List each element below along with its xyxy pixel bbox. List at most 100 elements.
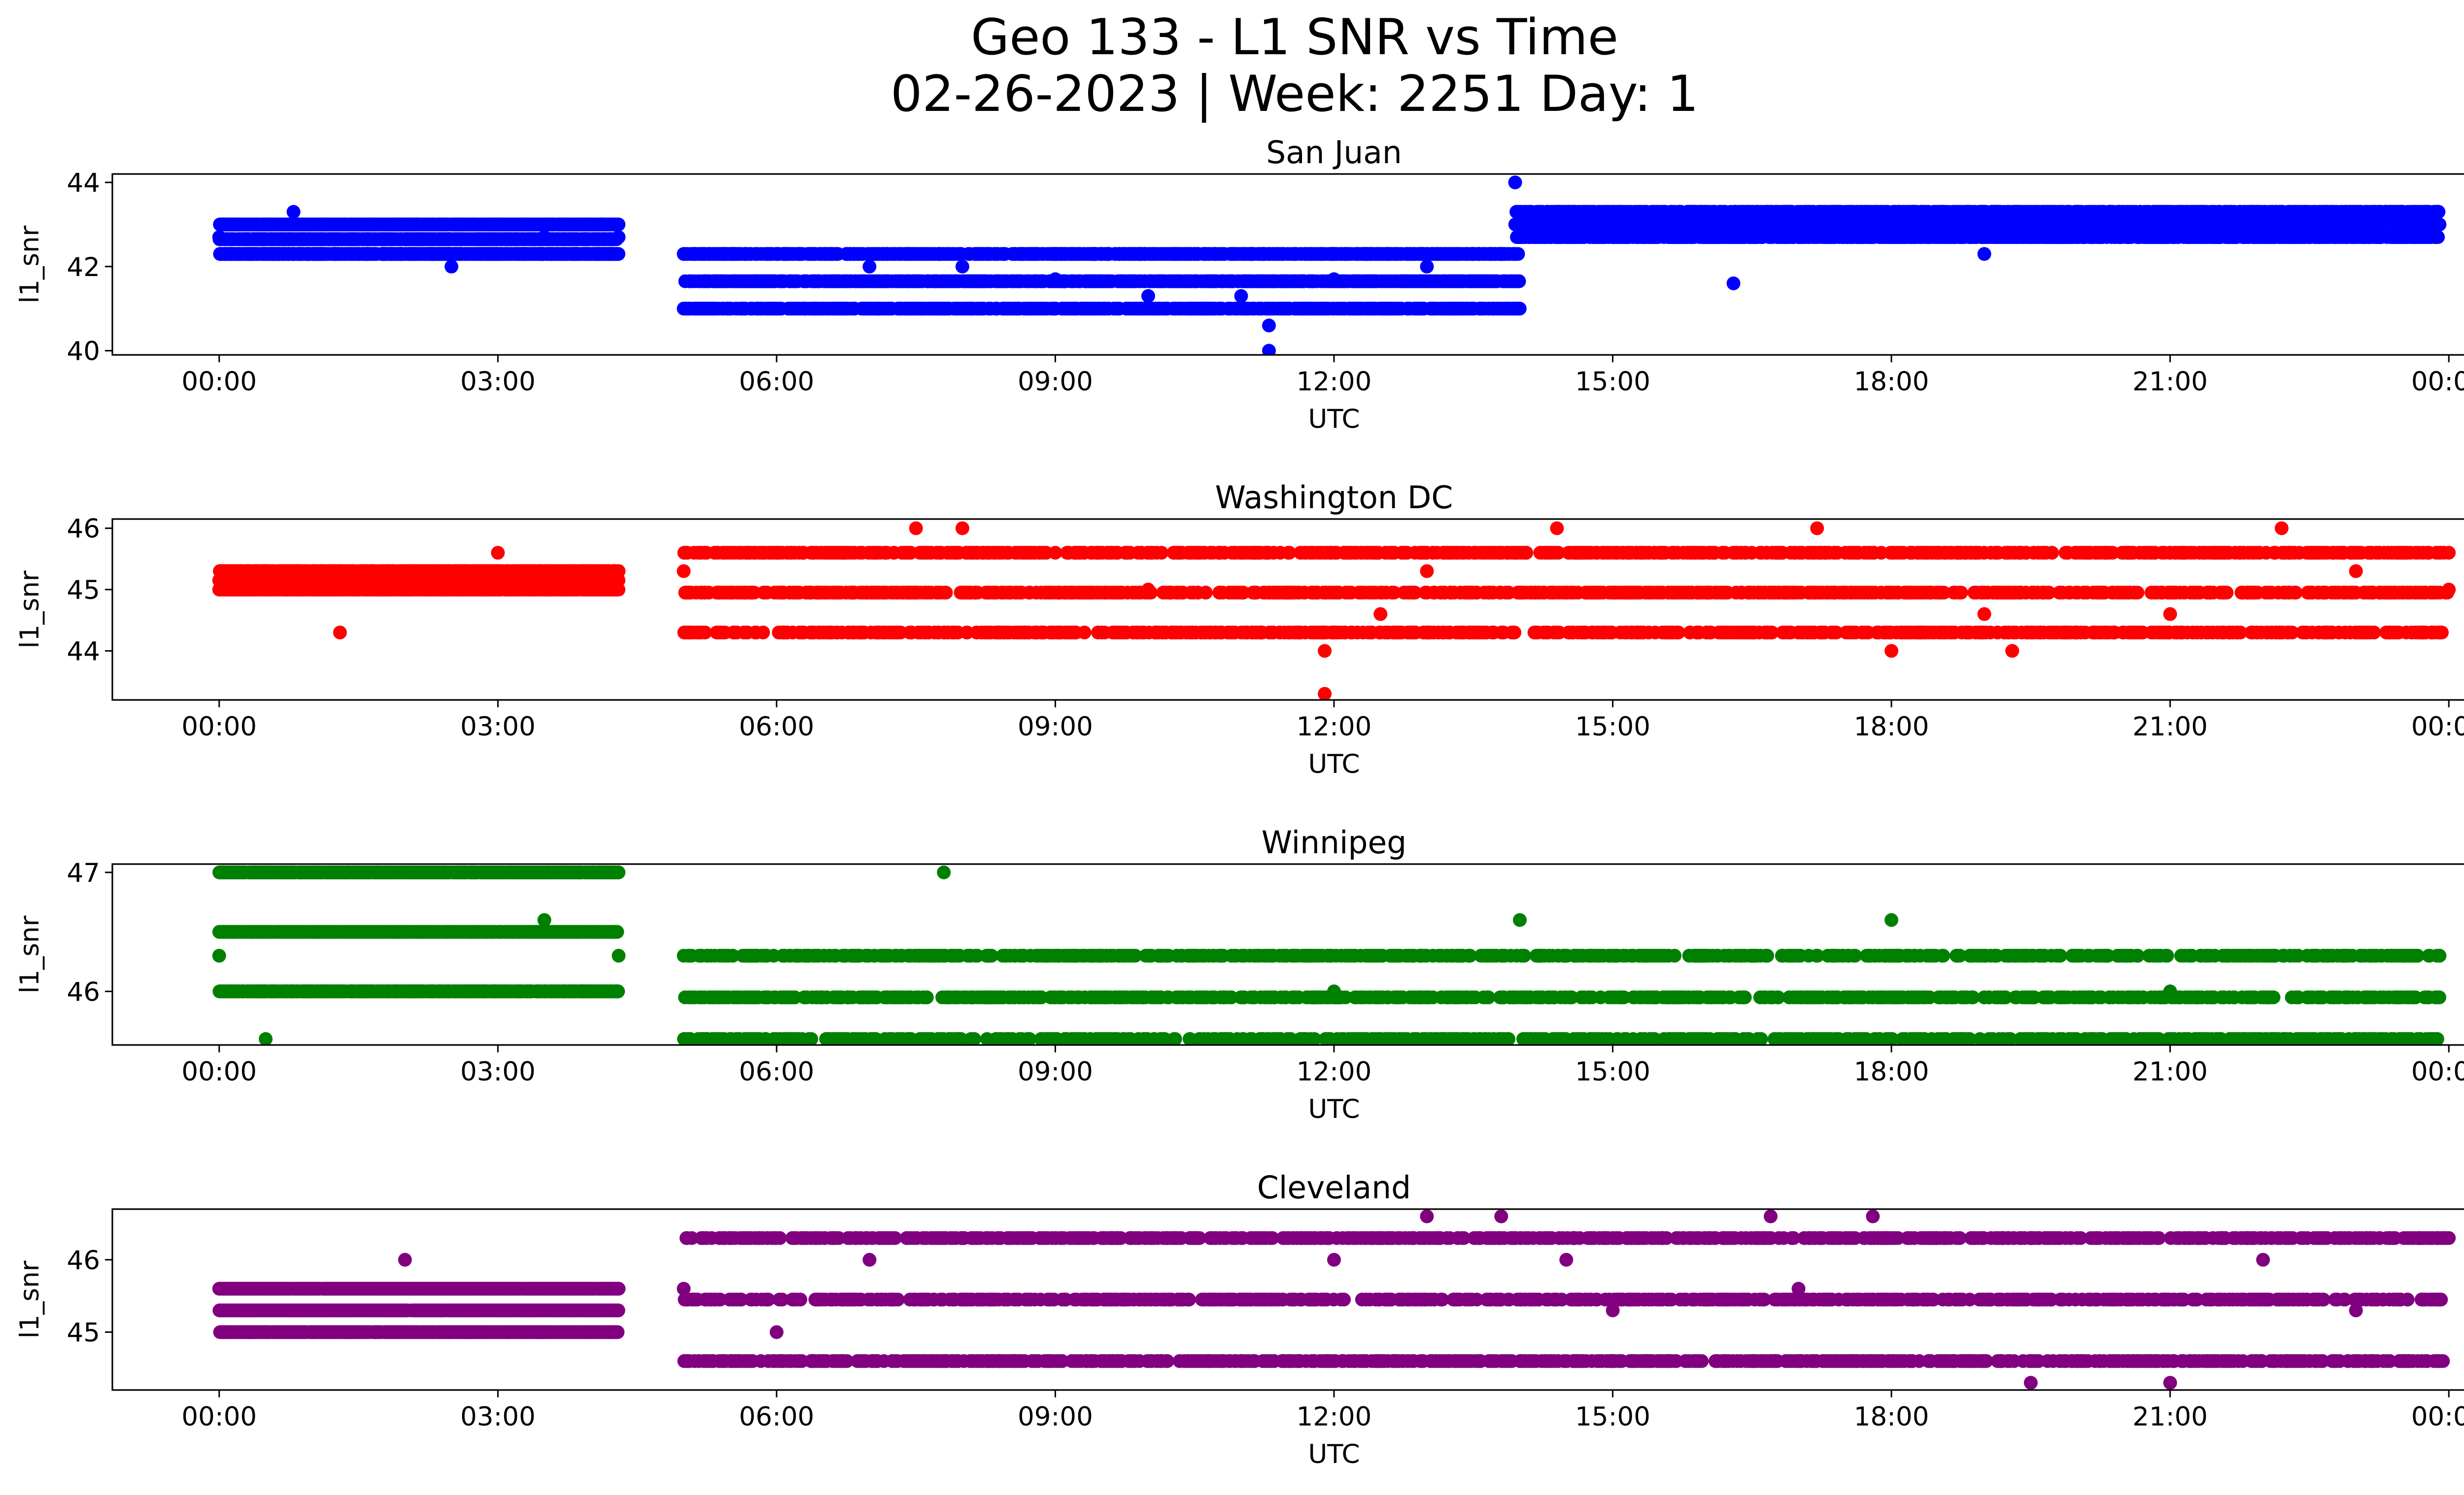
data-point [1262, 318, 1276, 333]
data-point [1092, 302, 1106, 316]
data-point [1726, 276, 1741, 290]
data-point [1156, 274, 1170, 288]
data-point [1004, 274, 1019, 288]
data-point [735, 247, 749, 261]
data-point [914, 247, 928, 261]
data-point [292, 217, 306, 232]
data-point [1391, 302, 1405, 316]
data-point [1148, 302, 1162, 316]
data-point [1365, 302, 1379, 316]
figure-title-line-2: 02-26-2023 | Week: 2251 Day: 1 [890, 65, 1699, 123]
data-point [805, 274, 819, 288]
data-point [287, 247, 302, 261]
data-point [828, 302, 842, 316]
data-point [1244, 247, 1258, 261]
data-point [879, 302, 893, 316]
data-point [817, 274, 831, 288]
data-point [304, 217, 318, 232]
data-point [1077, 302, 1092, 316]
data-point [1125, 274, 1139, 288]
data-point [257, 232, 271, 246]
data-point [1265, 302, 1279, 316]
data-point [1349, 274, 1363, 288]
data-point [1420, 259, 1434, 274]
data-point [1497, 274, 1511, 288]
data-point [749, 274, 762, 288]
data-point [1231, 302, 1245, 316]
data-point [1405, 247, 1420, 261]
data-points [212, 175, 2447, 355]
data-point [485, 232, 500, 246]
data-point [923, 302, 937, 316]
data-point [595, 217, 610, 232]
data-point [722, 302, 736, 316]
data-point [1287, 247, 1301, 261]
data-point [453, 217, 467, 232]
data-point [358, 217, 372, 232]
data-point [849, 274, 863, 288]
data-point [786, 274, 800, 288]
data-point [955, 259, 969, 274]
data-point [350, 232, 364, 246]
data-point [1028, 247, 1043, 261]
data-point [393, 247, 408, 261]
data-point [920, 274, 934, 288]
data-point [1032, 274, 1047, 288]
data-point [1309, 247, 1324, 261]
data-point [847, 302, 861, 316]
data-point [1184, 302, 1198, 316]
data-point [1285, 274, 1300, 288]
data-point [1187, 247, 1201, 261]
data-point [1412, 302, 1426, 316]
data-point [1236, 274, 1251, 288]
data-point [216, 217, 230, 232]
data-point [1112, 247, 1126, 261]
data-point [1368, 247, 1382, 261]
data-point [1141, 289, 1155, 303]
data-point [308, 247, 322, 261]
data-point [982, 247, 996, 261]
data-point [494, 217, 508, 232]
data-point [808, 247, 822, 261]
data-point [569, 247, 583, 261]
data-point [1189, 274, 1203, 288]
data-point [1444, 247, 1459, 261]
data-point [1132, 302, 1146, 316]
data-point [687, 274, 702, 288]
data-point [1138, 247, 1152, 261]
data-point [894, 302, 909, 316]
data-point [866, 274, 881, 288]
figure-title-line-1: Geo 133 - L1 SNR vs Time [971, 8, 1618, 66]
data-point [329, 232, 343, 246]
data-point [422, 247, 436, 261]
data-point [1336, 274, 1350, 288]
data-point [377, 217, 392, 232]
data-point [1464, 274, 1478, 288]
data-point [1172, 247, 1186, 261]
data-point [941, 274, 956, 288]
data-point [957, 302, 971, 316]
data-point [1294, 302, 1308, 316]
data-point [1215, 302, 1229, 316]
data-point [270, 232, 284, 246]
data-point [453, 232, 467, 246]
data-point [1207, 247, 1221, 261]
data-point [774, 302, 788, 316]
data-point [1423, 274, 1437, 288]
data-point [989, 302, 1003, 316]
data-point [506, 217, 520, 232]
data-point [1436, 274, 1450, 288]
data-point [1440, 302, 1454, 316]
data-point [1508, 175, 1522, 190]
data-point [1335, 247, 1349, 261]
data-point [597, 232, 611, 246]
data-point [761, 247, 775, 261]
data-point [336, 217, 350, 232]
data-point [465, 217, 479, 232]
data-point [1486, 302, 1501, 316]
data-point [1280, 302, 1294, 316]
data-point [1008, 302, 1022, 316]
data-point [213, 247, 227, 261]
panel-title: San Juan [1266, 135, 1402, 171]
data-point [245, 217, 260, 232]
